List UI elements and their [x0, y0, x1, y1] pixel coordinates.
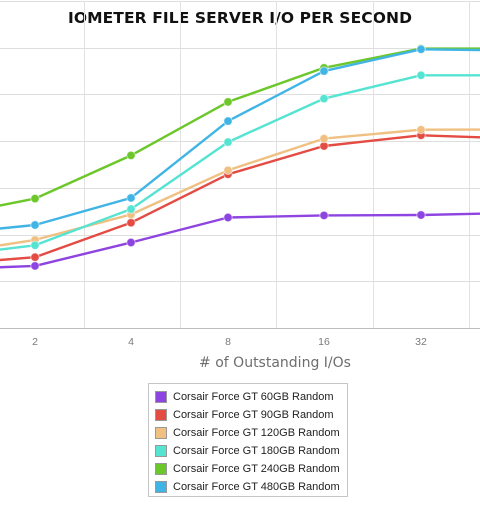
- data-point[interactable]: [416, 44, 426, 54]
- legend-label: Corsair Force GT 240GB Random: [173, 463, 340, 475]
- legend-item[interactable]: Corsair Force GT 240GB Random: [155, 460, 340, 478]
- series-line: [0, 212, 480, 269]
- data-point[interactable]: [416, 125, 426, 135]
- data-point[interactable]: [126, 218, 136, 228]
- x-tick-label: 32: [415, 336, 427, 348]
- legend-item[interactable]: Corsair Force GT 120GB Random: [155, 424, 340, 442]
- data-point[interactable]: [126, 150, 136, 161]
- legend-item[interactable]: Corsair Force GT 90GB Random: [155, 406, 334, 424]
- data-point[interactable]: [30, 193, 40, 204]
- legend-swatch: [155, 481, 167, 493]
- data-point[interactable]: [30, 240, 40, 251]
- data-point[interactable]: [223, 137, 233, 147]
- data-point[interactable]: [416, 70, 426, 81]
- series-points: [30, 43, 426, 271]
- data-point[interactable]: [416, 210, 426, 220]
- legend-item[interactable]: Corsair Force GT 60GB Random: [155, 388, 334, 406]
- series-line: [0, 128, 480, 247]
- data-point[interactable]: [126, 204, 136, 214]
- series-line: [0, 47, 480, 207]
- series-lines: [0, 47, 480, 269]
- x-axis-label: # of Outstanding I/Os: [199, 355, 351, 371]
- x-tick-label: 8: [225, 336, 231, 348]
- chart-grid: [0, 1, 480, 329]
- x-tick-label: 16: [318, 336, 330, 348]
- legend-swatch: [155, 427, 167, 439]
- x-tick-label: 4: [128, 336, 134, 348]
- series-line: [0, 134, 480, 262]
- data-point[interactable]: [126, 193, 136, 203]
- data-point[interactable]: [223, 97, 233, 107]
- legend-label: Corsair Force GT 180GB Random: [173, 445, 340, 457]
- data-point[interactable]: [319, 66, 329, 76]
- legend-swatch: [155, 391, 167, 403]
- legend-label: Corsair Force GT 90GB Random: [173, 409, 334, 421]
- chart-svg: 2 4 8 16 32 # of Outstanding I/Os: [0, 1, 480, 371]
- data-point[interactable]: [223, 116, 233, 126]
- data-point[interactable]: [30, 220, 40, 230]
- data-point[interactable]: [319, 93, 329, 104]
- legend: Corsair Force GT 60GB Random Corsair Forc…: [148, 383, 348, 497]
- data-point[interactable]: [126, 237, 136, 248]
- data-point[interactable]: [223, 212, 233, 223]
- x-tick-labels: 2 4 8 16 32: [32, 336, 427, 348]
- legend-swatch: [155, 463, 167, 475]
- legend-item[interactable]: Corsair Force GT 480GB Random: [155, 478, 340, 496]
- legend-swatch: [155, 445, 167, 457]
- chart-title: IOMETER FILE SERVER I/O PER SECOND: [67, 9, 413, 27]
- legend-label: Corsair Force GT 120GB Random: [173, 427, 340, 439]
- data-point[interactable]: [30, 261, 40, 271]
- legend-label: Corsair Force GT 480GB Random: [173, 481, 340, 493]
- data-point[interactable]: [319, 133, 329, 144]
- legend-label: Corsair Force GT 60GB Random: [173, 391, 334, 403]
- legend-swatch: [155, 409, 167, 421]
- legend-item[interactable]: Corsair Force GT 180GB Random: [155, 442, 340, 460]
- x-tick-label: 2: [32, 336, 38, 348]
- data-point[interactable]: [223, 165, 233, 176]
- data-point[interactable]: [30, 252, 40, 262]
- data-point[interactable]: [319, 210, 329, 221]
